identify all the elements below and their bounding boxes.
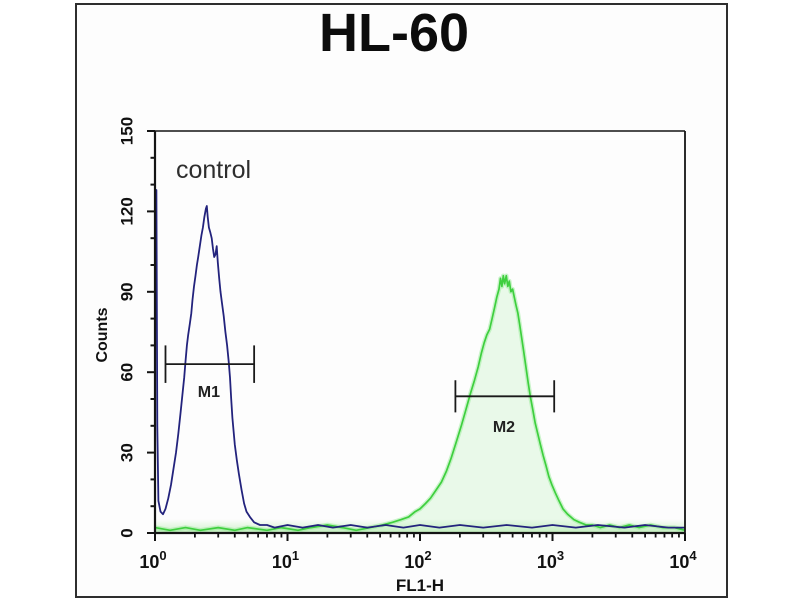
- y-tick-label: 60: [117, 363, 136, 382]
- y-tick-label: 0: [117, 528, 136, 537]
- marker-m1: M1: [164, 345, 256, 401]
- y-tick-labels: 0 30 60 90 120 150: [117, 117, 136, 538]
- plot-frame: [155, 130, 686, 533]
- x-tick-label: 104: [669, 548, 697, 572]
- marker-m2: M2: [454, 380, 556, 436]
- x-tick-labels: 100 101 102 103 104: [139, 548, 697, 572]
- x-tick-label: 101: [272, 548, 299, 572]
- x-tick-label: 102: [404, 548, 431, 572]
- y-tick-label: 30: [117, 443, 136, 462]
- x-tick-label: 103: [537, 548, 564, 572]
- x-axis-ticks: [154, 533, 686, 541]
- y-axis-title: Counts: [94, 307, 111, 363]
- antibody-curve-fill: [155, 275, 685, 533]
- axes: [153, 131, 685, 535]
- y-tick-label: 120: [117, 197, 136, 225]
- marker-label-m1: M1: [198, 384, 220, 401]
- x-axis-title: FL1-H: [395, 576, 445, 595]
- y-tick-label: 150: [117, 117, 136, 145]
- control-curve: [154, 189, 685, 533]
- x-tick-label: 100: [139, 548, 166, 572]
- control-annotation: control: [176, 156, 252, 184]
- y-tick-label: 90: [117, 282, 136, 301]
- antibody-curve: [154, 274, 686, 532]
- y-axis-ticks: [147, 130, 155, 534]
- figure-frame: [75, 3, 728, 598]
- marker-label-m2: M2: [493, 419, 515, 436]
- page-title: HL-60: [318, 3, 470, 63]
- antibody-curve-glow: [154, 273, 686, 533]
